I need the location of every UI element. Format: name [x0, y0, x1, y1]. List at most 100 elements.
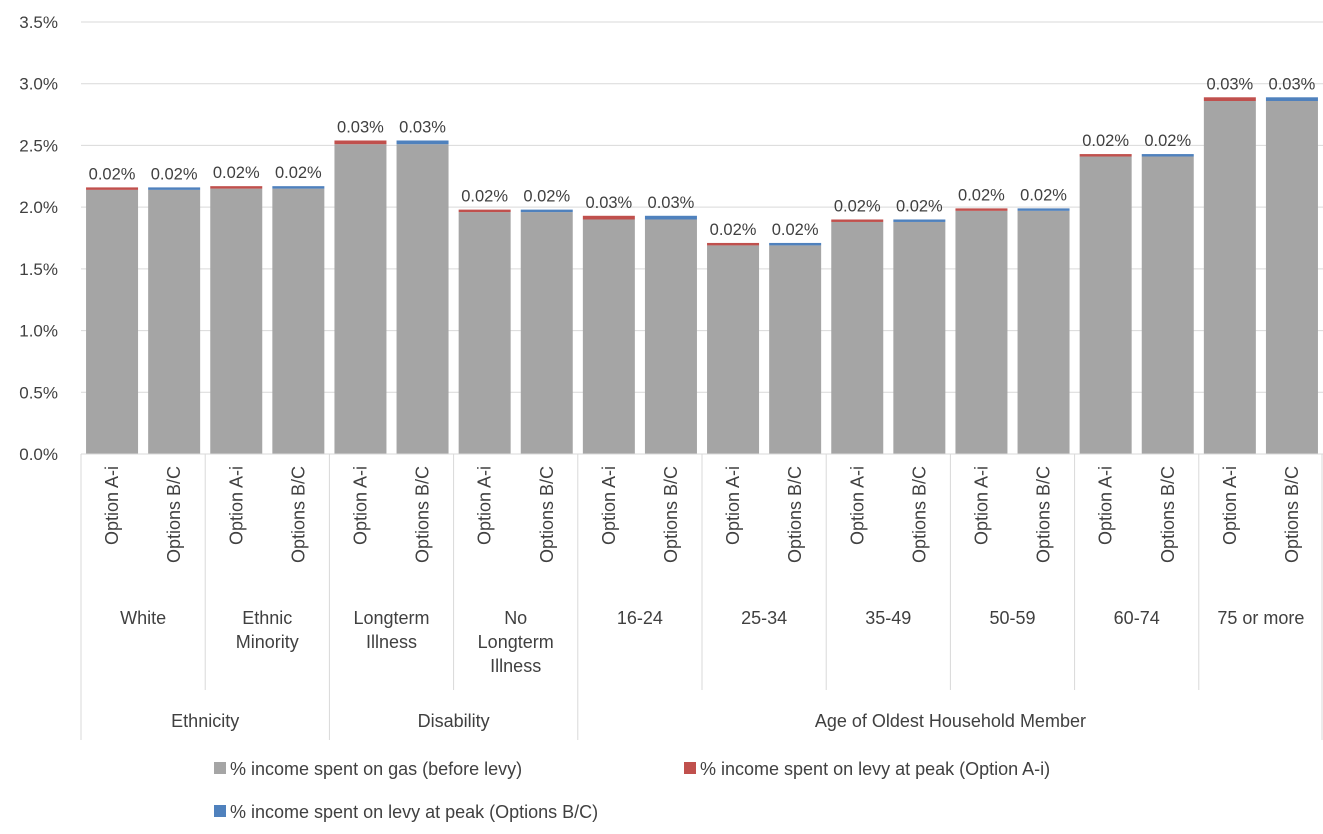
group-label: Age of Oldest Household Member: [815, 711, 1086, 731]
y-tick-label: 2.0%: [19, 198, 58, 217]
bar-gas: [582, 219, 635, 454]
data-label: 0.03%: [1269, 75, 1316, 93]
data-label: 0.02%: [213, 164, 260, 182]
group-label: Ethnicity: [171, 711, 239, 731]
bar-label: Option A-i: [1096, 466, 1116, 545]
bar-gas: [210, 188, 263, 454]
bar-label: Option A-i: [971, 466, 991, 545]
bar-gas: [148, 189, 201, 454]
bar-gas: [1203, 100, 1256, 454]
bar-levy: [893, 219, 946, 222]
data-label: 0.02%: [275, 164, 322, 182]
bar-levy: [1017, 208, 1070, 211]
group-label: Disability: [418, 711, 490, 731]
bar-gas: [1017, 210, 1070, 454]
subgroup-label: 16-24: [617, 608, 663, 628]
bar-label: Options B/C: [1158, 466, 1178, 563]
data-label: 0.02%: [151, 165, 198, 183]
data-label: 0.03%: [337, 118, 384, 136]
bar-label: Option A-i: [1220, 466, 1240, 545]
bar-levy: [831, 219, 884, 222]
subgroup-label: 75 or more: [1217, 608, 1304, 628]
legend-swatch: [214, 805, 226, 817]
data-label: 0.02%: [461, 188, 508, 206]
data-label: 0.02%: [1144, 132, 1191, 150]
bar-label: Options B/C: [1282, 466, 1302, 563]
data-label: 0.03%: [399, 118, 446, 136]
bar-levy: [1265, 97, 1318, 101]
bar-label: Option A-i: [475, 466, 495, 545]
bar-gas: [955, 210, 1008, 454]
bar-gas: [396, 144, 449, 455]
bar-levy: [396, 140, 449, 145]
legend-label: % income spent on levy at peak (Option A…: [700, 759, 1050, 779]
bar-levy: [769, 242, 822, 246]
subgroup-label: White: [120, 608, 166, 628]
bar-label: Option A-i: [350, 466, 370, 545]
data-label: 0.03%: [648, 194, 695, 212]
bar-levy: [1141, 154, 1194, 157]
bar-label: Options B/C: [413, 466, 433, 563]
bar-levy: [334, 140, 387, 145]
subgroup-label: No Longterm Illness: [478, 608, 554, 676]
bar-gas: [86, 189, 139, 454]
data-label: 0.02%: [1020, 186, 1067, 204]
bar-levy: [86, 187, 139, 190]
data-label: 0.02%: [523, 188, 570, 206]
bar-levy: [582, 215, 635, 220]
data-label: 0.02%: [772, 221, 819, 239]
bar-label: Option A-i: [102, 466, 122, 545]
bar-label: Option A-i: [723, 466, 743, 545]
y-tick-label: 1.5%: [19, 260, 58, 279]
y-tick-label: 1.0%: [19, 322, 58, 341]
bar-gas: [1265, 100, 1318, 454]
bar-gas: [1079, 156, 1132, 454]
bar-label: Options B/C: [661, 466, 681, 563]
bar-gas: [334, 144, 387, 455]
subgroup-label: 50-59: [989, 608, 1035, 628]
bar-label: Options B/C: [164, 466, 184, 563]
bar-label: Options B/C: [785, 466, 805, 563]
subgroup-label: 35-49: [865, 608, 911, 628]
bar-gas: [893, 221, 946, 454]
data-label: 0.03%: [585, 194, 632, 212]
bar-levy: [210, 186, 263, 189]
bar-gas: [769, 245, 822, 454]
y-tick-label: 0.5%: [19, 383, 58, 402]
data-label: 0.03%: [1206, 75, 1253, 93]
data-label: 0.02%: [896, 197, 943, 215]
bar-label: Options B/C: [1034, 466, 1054, 563]
bar-label: Options B/C: [537, 466, 557, 563]
bar-label: Options B/C: [909, 466, 929, 563]
data-label: 0.02%: [710, 221, 757, 239]
data-label: 0.02%: [89, 165, 136, 183]
subgroup-label: Ethnic Minority: [236, 608, 299, 652]
bar-gas: [831, 221, 884, 454]
data-label: 0.02%: [958, 186, 1005, 204]
y-tick-label: 3.5%: [19, 13, 58, 32]
legend-label: % income spent on gas (before levy): [230, 759, 522, 779]
data-label: 0.02%: [1082, 132, 1129, 150]
bar-label: Options B/C: [288, 466, 308, 563]
legend-swatch: [214, 762, 226, 774]
bar-gas: [520, 212, 573, 454]
bar-gas: [1141, 156, 1194, 454]
bar-levy: [520, 209, 573, 213]
bar-label: Option A-i: [599, 466, 619, 545]
bar-gas: [707, 245, 760, 454]
bar-gas: [272, 188, 325, 454]
legend-swatch: [684, 762, 696, 774]
bar-levy: [644, 215, 697, 220]
bar-gas: [644, 219, 697, 454]
bar-levy: [458, 209, 511, 213]
bar-levy: [148, 187, 201, 190]
y-tick-label: 2.5%: [19, 136, 58, 155]
y-tick-label: 0.0%: [19, 445, 58, 464]
bar-levy: [707, 242, 760, 246]
bar-levy: [1079, 154, 1132, 157]
data-label: 0.02%: [834, 197, 881, 215]
bar-levy: [955, 208, 1008, 211]
y-tick-label: 3.0%: [19, 75, 58, 94]
